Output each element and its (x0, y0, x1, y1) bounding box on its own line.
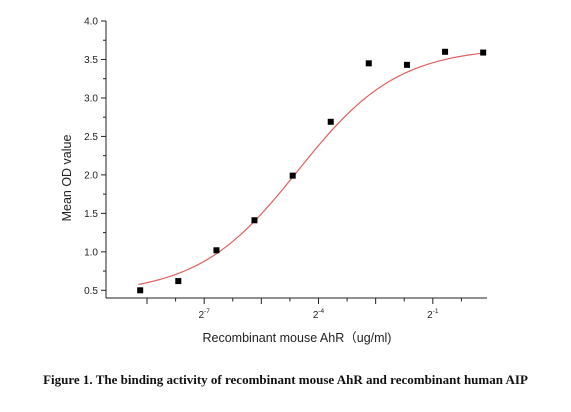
tick-labels: 0.5 1.0 1.5 2.0 2.5 3.0 3.5 4.0 2-7 2-4 2-1 (84, 17, 439, 322)
x-tick-label: 2-1 (427, 308, 439, 321)
fit-curve (138, 52, 486, 286)
data-point (480, 49, 487, 56)
y-tick-label: 3.0 (84, 93, 98, 104)
data-point (175, 278, 182, 285)
data-points (137, 48, 487, 294)
data-point (137, 287, 144, 294)
y-axis-title: Mean OD value (60, 135, 74, 222)
y-tick-label: 0.5 (84, 286, 98, 297)
y-tick-label: 2.0 (84, 170, 98, 181)
y-tick-label: 4.0 (84, 17, 98, 28)
data-point (442, 48, 449, 55)
axes (101, 20, 487, 304)
data-point (289, 172, 296, 179)
data-point (213, 247, 220, 254)
y-tick-label: 2.5 (84, 132, 98, 143)
x-axis-title: Recombinant mouse AhR（ug/ml) (203, 331, 392, 345)
figure-caption: Figure 1. The binding activity of recomb… (43, 372, 528, 387)
data-point (251, 217, 258, 224)
data-point (365, 60, 372, 67)
y-tick-label: 1.5 (84, 209, 98, 220)
data-point (327, 118, 334, 125)
y-tick-label: 3.5 (84, 55, 98, 66)
x-tick-label: 2-7 (198, 308, 210, 321)
data-point (403, 61, 410, 68)
y-tick-label: 1.0 (84, 247, 98, 258)
x-tick-label: 2-4 (313, 308, 325, 321)
